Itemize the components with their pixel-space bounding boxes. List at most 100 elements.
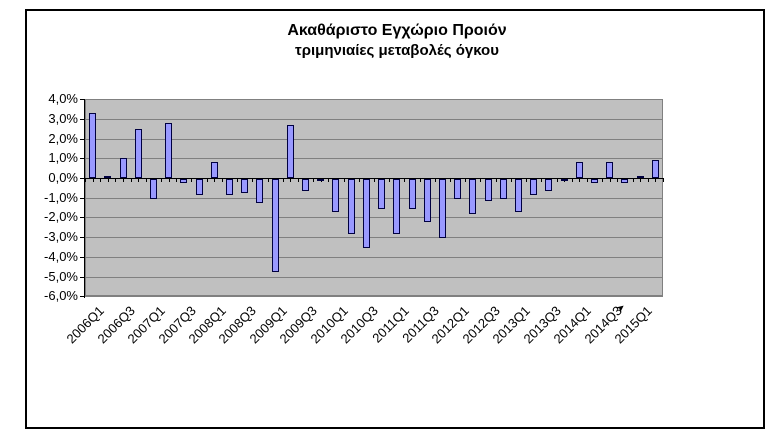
x-axis-tick xyxy=(602,179,604,182)
x-axis-tick xyxy=(290,179,292,182)
gridline xyxy=(85,118,663,120)
gridline xyxy=(85,296,663,298)
bar-2013Q1 xyxy=(515,179,522,213)
x-axis-tick xyxy=(389,179,391,182)
bar-2014Q1 xyxy=(575,162,583,178)
bar-2006Q3 xyxy=(119,158,127,178)
bar-2013Q3 xyxy=(545,179,553,191)
x-axis-tick xyxy=(85,179,86,182)
x-axis-tick xyxy=(191,179,193,182)
x-axis-tick xyxy=(107,179,109,182)
bar-2014Q4 xyxy=(621,179,629,183)
y-axis-tick-label: -6,0% xyxy=(44,288,78,304)
bar-2009Q2 xyxy=(286,124,294,178)
bar-2007Q4 xyxy=(195,179,203,195)
chart-title: Ακαθάριστο Εγχώριο Προιόν xyxy=(287,22,507,39)
x-axis-tick xyxy=(267,179,269,182)
x-axis-tick xyxy=(161,179,163,182)
y-axis-tick xyxy=(80,138,84,140)
y-axis-tick xyxy=(80,197,84,199)
x-axis-tick xyxy=(115,179,117,182)
y-axis-tick-label: 3,0% xyxy=(48,110,78,126)
x-axis-line xyxy=(85,178,664,179)
bar-2009Q4 xyxy=(317,179,325,181)
plot-area xyxy=(85,99,663,296)
x-axis-tick xyxy=(130,179,132,182)
x-axis-tick xyxy=(221,179,223,182)
chart-subtitle: τριμηνιαίες μεταβολές όγκου xyxy=(295,42,499,59)
y-axis-tick xyxy=(80,217,84,219)
bar-2012Q4 xyxy=(499,179,507,199)
y-axis-tick xyxy=(80,118,84,120)
y-axis-tick-label: 1,0% xyxy=(48,150,78,166)
bar-2008Q1 xyxy=(210,162,218,178)
x-axis-tick xyxy=(237,179,239,182)
bar-2010Q3 xyxy=(362,179,370,248)
bar-2008Q4 xyxy=(256,179,264,203)
bar-2015Q2 xyxy=(651,160,659,178)
bar-2012Q1 xyxy=(454,179,462,199)
bar-2008Q2 xyxy=(226,179,233,195)
x-axis-tick xyxy=(145,179,147,182)
bar-2014Q3 xyxy=(606,162,614,178)
gridline xyxy=(85,217,663,219)
bar-2010Q2 xyxy=(347,179,355,235)
y-axis-tick xyxy=(80,178,84,179)
bar-2011Q3 xyxy=(423,179,431,223)
y-axis-tick-label: 0,0% xyxy=(48,170,78,185)
gridline xyxy=(85,158,663,160)
x-axis-tick xyxy=(206,179,208,182)
x-axis-tick xyxy=(176,179,178,182)
gridline xyxy=(85,237,663,239)
y-axis-tick-label: -2,0% xyxy=(44,209,78,225)
y-axis-tick-label: -5,0% xyxy=(44,268,78,284)
x-axis-tick xyxy=(480,179,482,182)
x-axis-tick xyxy=(313,179,315,182)
x-axis-tick xyxy=(541,179,543,182)
bar-2012Q2 xyxy=(469,179,477,215)
x-axis-tick xyxy=(640,179,642,182)
gridline xyxy=(85,197,663,199)
x-axis-tick xyxy=(571,179,573,182)
x-axis-tick xyxy=(465,179,467,182)
y-axis-tick-label: -4,0% xyxy=(44,248,78,264)
x-axis-tick xyxy=(617,179,619,182)
y-axis-tick-label: 2,0% xyxy=(48,130,78,146)
y-axis-tick xyxy=(80,99,84,101)
bar-2014Q2 xyxy=(591,179,599,183)
x-axis-tick xyxy=(495,179,497,182)
x-axis-tick xyxy=(663,179,664,182)
x-axis-tick xyxy=(168,179,170,182)
y-axis-tick-label: -3,0% xyxy=(44,229,78,245)
x-axis-tick xyxy=(510,179,512,182)
bar-2008Q3 xyxy=(241,179,249,193)
x-axis-tick xyxy=(434,179,436,182)
x-axis-tick xyxy=(632,179,634,182)
y-axis-tick xyxy=(80,237,84,239)
x-axis-tick xyxy=(297,179,299,182)
x-axis-tick xyxy=(655,179,657,182)
chart-title-block: Ακαθάριστο Εγχώριο Προιόν τριμηνιαίες με… xyxy=(27,21,767,60)
x-axis-tick xyxy=(282,179,284,182)
x-axis-tick xyxy=(252,179,254,182)
bar-2011Q4 xyxy=(438,179,446,239)
x-axis-tick xyxy=(374,179,375,182)
y-axis-tick-label: -1,0% xyxy=(44,189,78,205)
x-axis-tick xyxy=(92,179,94,182)
x-axis-tick xyxy=(609,179,611,182)
x-axis-tick xyxy=(404,179,406,182)
bar-2011Q2 xyxy=(408,179,416,209)
x-axis-tick xyxy=(328,179,330,182)
bar-2010Q1 xyxy=(332,179,340,213)
bar-2010Q4 xyxy=(378,179,386,209)
bar-2006Q4 xyxy=(134,128,142,178)
y-axis-line xyxy=(84,99,85,298)
y-axis-tick xyxy=(80,256,84,258)
gridline xyxy=(85,99,663,101)
gridline xyxy=(85,276,663,278)
gridline xyxy=(85,256,663,258)
x-axis-tick xyxy=(450,179,452,182)
bar-2011Q1 xyxy=(393,179,401,235)
bar-2007Q1 xyxy=(149,179,157,199)
y-axis-tick xyxy=(80,158,84,160)
